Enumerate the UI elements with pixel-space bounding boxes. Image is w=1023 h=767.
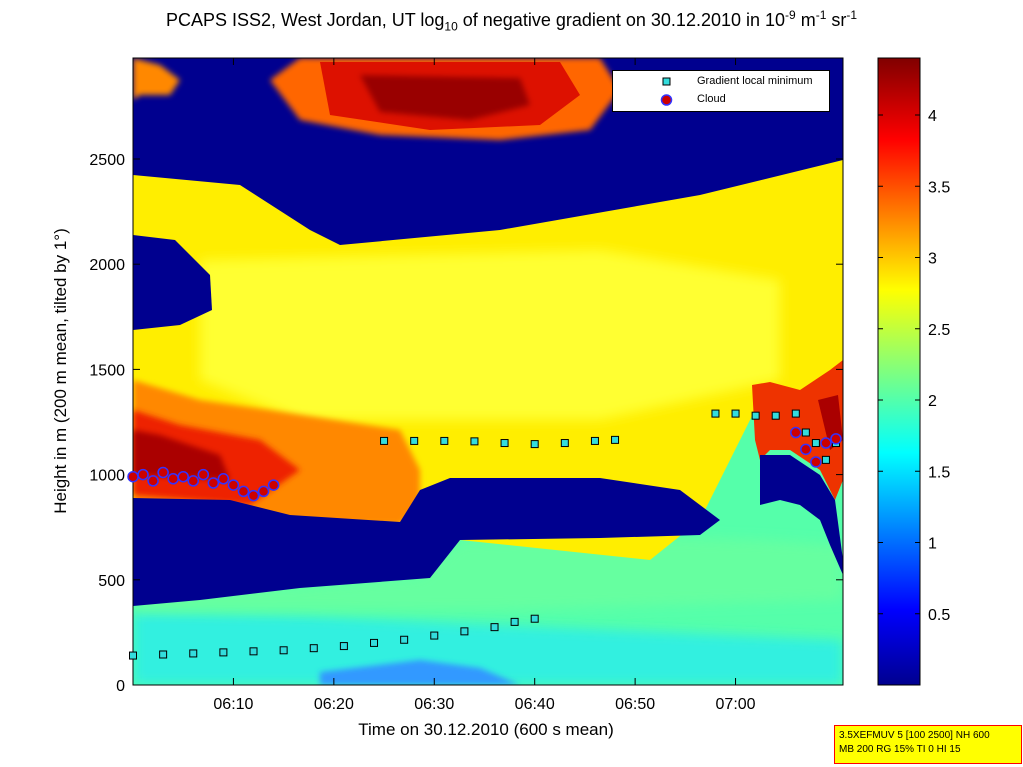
- cloud-point: [157, 466, 169, 479]
- cloud-point: [127, 470, 139, 483]
- y-axis: 0 500 1000 1500 2000 2500: [89, 152, 843, 695]
- parameter-box: 3.5XEFMUV 5 [100 2500] NH 600 MB 200 RG …: [834, 725, 1022, 764]
- heatmap-field: [133, 58, 843, 685]
- gradient-min-point: [791, 409, 800, 418]
- x-axis: 06:10 06:20 06:30 06:40 06:50 07:00: [213, 58, 756, 713]
- square-marker-icon: [662, 77, 671, 86]
- gradient-min-point: [811, 439, 820, 448]
- y-tick-label: 2000: [89, 257, 125, 274]
- cloud-point: [800, 443, 812, 456]
- gradient-min-point: [380, 436, 389, 445]
- y-tick-label: 1000: [89, 468, 125, 485]
- gradient-min-point: [500, 439, 509, 448]
- gradient-min-point: [560, 439, 569, 448]
- y-tick-label: 2500: [89, 152, 125, 169]
- cloud-point: [830, 433, 842, 445]
- cloud-point: [197, 468, 210, 481]
- cloud-point: [810, 456, 822, 468]
- legend-item-gradient-min: Gradient local minimum: [613, 74, 829, 90]
- cloud-point: [820, 437, 832, 449]
- colorbar-tick-label: 4: [928, 108, 937, 125]
- x-tick-label: 06:30: [414, 696, 454, 713]
- colorbar-tick-label: 2.5: [928, 322, 950, 339]
- gradient-min-point: [821, 455, 830, 464]
- gradient-min-point: [159, 650, 168, 659]
- gradient-min-point: [470, 437, 479, 446]
- gradient-min-point: [400, 635, 409, 644]
- gradient-min-point: [771, 411, 780, 420]
- gradient-min-point: [370, 638, 379, 647]
- gradient-min-point: [430, 631, 439, 640]
- colorbar-tick-label: 0.5: [928, 607, 950, 624]
- legend-item-cloud: Cloud: [613, 92, 829, 108]
- gradient-min-point: [751, 411, 760, 420]
- legend: Gradient local minimum Cloud: [612, 70, 830, 112]
- parameter-line-2: MB 200 RG 15% TI 0 HI 15: [839, 744, 961, 755]
- legend-label: Gradient local minimum: [697, 75, 813, 87]
- gradient-min-point: [440, 436, 449, 445]
- gradient-min-point: [410, 436, 419, 445]
- x-tick-label: 06:50: [615, 696, 655, 713]
- cloud-point: [257, 485, 270, 498]
- parameter-line-1: 3.5XEFMUV 5 [100 2500] NH 600: [839, 730, 990, 741]
- gradient-min-point: [219, 648, 228, 657]
- colorbar-tick-label: 1.5: [928, 464, 950, 481]
- cloud-point: [187, 475, 200, 487]
- data-markers: [127, 409, 842, 660]
- y-tick-label: 500: [98, 573, 125, 590]
- gradient-min-point: [249, 647, 258, 656]
- gradient-min-point: [590, 436, 599, 445]
- gradient-min-point: [279, 646, 288, 655]
- chart-title: PCAPS ISS2, West Jordan, UT log10 of neg…: [165, 8, 858, 34]
- gradient-min-point: [711, 409, 720, 418]
- colorbar-ticks: 0.5 1 1.5 2 2.5 3 3.5 4: [878, 108, 950, 624]
- y-axis-label: Height in m (200 m mean, tilted by 1°): [51, 228, 70, 514]
- colorbar: [877, 57, 921, 686]
- colorbar-tick-label: 2: [928, 393, 937, 410]
- colorbar-tick-label: 3: [928, 251, 937, 268]
- gradient-min-point: [460, 627, 469, 636]
- cloud-point: [167, 473, 179, 485]
- x-tick-label: 07:00: [716, 696, 756, 713]
- cloud-point: [217, 473, 230, 485]
- cloud-point: [247, 489, 260, 502]
- y-tick-label: 0: [116, 678, 125, 695]
- cloud-point: [177, 470, 189, 483]
- x-tick-label: 06:10: [213, 696, 253, 713]
- gradient-min-point: [731, 409, 740, 418]
- gradient-min-point: [530, 440, 539, 449]
- gradient-min-point: [309, 644, 318, 653]
- gradient-min-point: [189, 649, 198, 658]
- cloud-point: [267, 479, 280, 491]
- cloud-point: [147, 475, 159, 487]
- x-axis-label: Time on 30.12.2010 (600 s mean): [358, 720, 613, 739]
- x-tick-label: 06:20: [314, 696, 354, 713]
- gradient-min-point: [801, 428, 810, 437]
- legend-label: Cloud: [697, 93, 726, 105]
- plot-frame: [132, 57, 844, 686]
- gradient-min-point: [510, 617, 519, 626]
- gradient-min-point: [490, 623, 499, 632]
- cloud-point: [237, 485, 250, 498]
- gradient-min-point: [611, 435, 620, 444]
- cloud-point: [207, 477, 220, 489]
- colorbar-tick-label: 3.5: [928, 179, 950, 196]
- gradient-min-point: [129, 651, 137, 660]
- cloud-point: [227, 479, 240, 491]
- colorbar-tick-label: 1: [928, 536, 937, 553]
- cloud-point: [790, 426, 802, 439]
- gradient-min-point: [530, 614, 539, 623]
- cloud-point: [137, 468, 149, 481]
- y-tick-label: 1500: [89, 362, 125, 379]
- circle-marker-icon: [660, 94, 673, 106]
- gradient-min-point: [339, 642, 348, 651]
- x-tick-label: 06:40: [515, 696, 555, 713]
